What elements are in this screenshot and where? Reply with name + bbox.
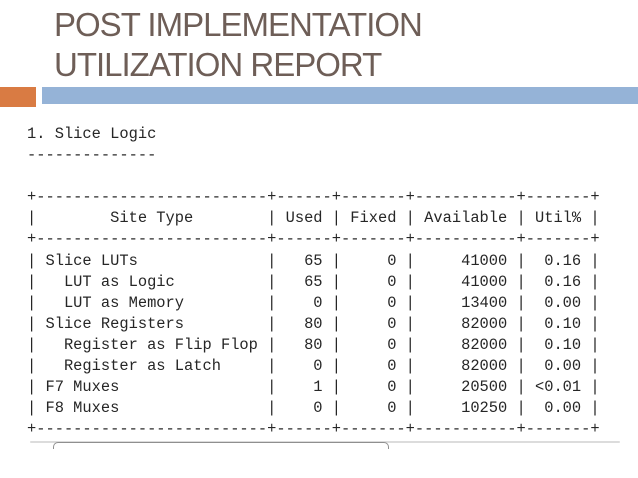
accent-blue-bar xyxy=(42,87,638,104)
slide-title-line-1: POST IMPLEMENTATION xyxy=(54,6,423,43)
slice-logic-utilization-report: 1. Slice Logic -------------- +---------… xyxy=(27,125,600,439)
clipped-box-top-edge xyxy=(53,442,389,449)
slide-title: POST IMPLEMENTATION UTILIZATION REPORT xyxy=(54,5,423,85)
accent-orange-square xyxy=(0,87,36,107)
slide-title-line-2: UTILIZATION REPORT xyxy=(54,46,382,83)
